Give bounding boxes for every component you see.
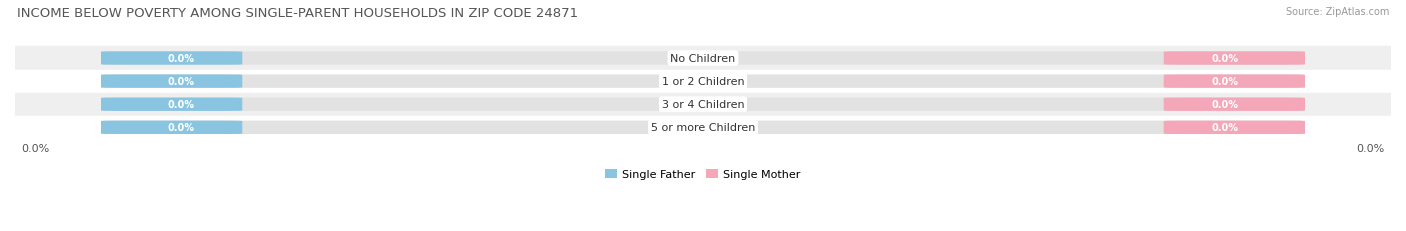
Bar (15, 93, 1391, 116)
Bar (15, 70, 1391, 93)
Text: 0.0%: 0.0% (1357, 143, 1385, 153)
FancyBboxPatch shape (1164, 52, 1305, 65)
Bar (15, 47, 1391, 70)
Bar (15, 116, 1391, 139)
Legend: Single Father, Single Mother: Single Father, Single Mother (606, 169, 800, 179)
FancyBboxPatch shape (101, 121, 1305, 134)
Text: Source: ZipAtlas.com: Source: ZipAtlas.com (1285, 7, 1389, 17)
FancyBboxPatch shape (101, 75, 1305, 88)
Text: 0.0%: 0.0% (167, 100, 194, 110)
FancyBboxPatch shape (101, 98, 242, 111)
FancyBboxPatch shape (101, 121, 242, 134)
Text: 5 or more Children: 5 or more Children (651, 123, 755, 133)
FancyBboxPatch shape (101, 98, 1305, 111)
Text: 1 or 2 Children: 1 or 2 Children (662, 77, 744, 87)
Text: 3 or 4 Children: 3 or 4 Children (662, 100, 744, 110)
FancyBboxPatch shape (1164, 121, 1305, 134)
Text: 0.0%: 0.0% (167, 123, 194, 133)
Text: No Children: No Children (671, 54, 735, 64)
Text: 0.0%: 0.0% (167, 77, 194, 87)
Text: INCOME BELOW POVERTY AMONG SINGLE-PARENT HOUSEHOLDS IN ZIP CODE 24871: INCOME BELOW POVERTY AMONG SINGLE-PARENT… (17, 7, 578, 20)
Text: 0.0%: 0.0% (1212, 100, 1239, 110)
FancyBboxPatch shape (101, 52, 1305, 65)
FancyBboxPatch shape (101, 52, 242, 65)
FancyBboxPatch shape (101, 75, 242, 88)
Text: 0.0%: 0.0% (1212, 123, 1239, 133)
Text: 0.0%: 0.0% (1212, 54, 1239, 64)
Text: 0.0%: 0.0% (1212, 77, 1239, 87)
FancyBboxPatch shape (1164, 98, 1305, 111)
FancyBboxPatch shape (1164, 75, 1305, 88)
Text: 0.0%: 0.0% (167, 54, 194, 64)
Text: 0.0%: 0.0% (21, 143, 49, 153)
